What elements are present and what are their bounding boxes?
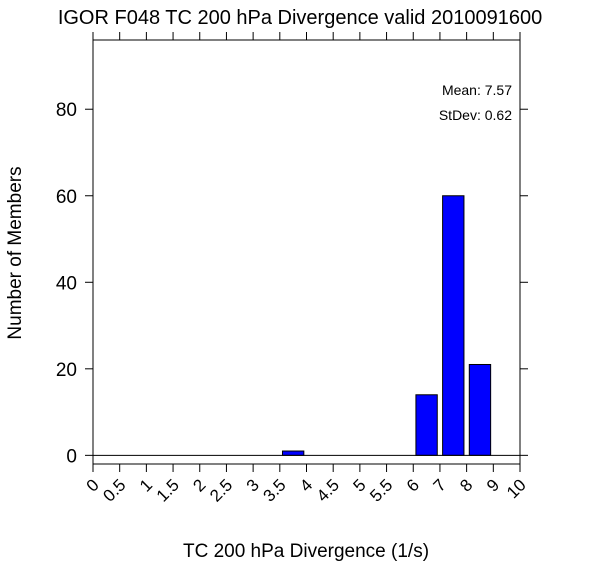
bar-series <box>93 195 520 456</box>
stdev-annotation: StDev: 0.62 <box>439 107 512 123</box>
x-tick-label: 3.5 <box>259 475 289 505</box>
x-axis-label: TC 200 hPa Divergence (1/s) <box>183 541 429 562</box>
y-tick-label: 0 <box>66 446 77 467</box>
x-tick-label: 1.5 <box>153 475 183 505</box>
y-tick-label: 60 <box>56 187 77 208</box>
x-tick-label: 8 <box>456 475 476 495</box>
y-tick-label: 20 <box>56 360 77 381</box>
x-tick-label: 7 <box>430 475 450 495</box>
histogram-bar <box>415 394 438 456</box>
chart-title: IGOR F048 TC 200 hPa Divergence valid 20… <box>58 7 542 29</box>
x-tick-label: 4.5 <box>313 475 343 505</box>
x-tick-label: 5.5 <box>366 475 396 505</box>
histogram-bar <box>281 450 305 456</box>
x-tick-label: 9 <box>483 475 503 495</box>
y-axis: 0 20 40 60 80 <box>56 100 528 467</box>
x-tick-label: 2.5 <box>206 475 236 505</box>
histogram-bar <box>468 363 492 456</box>
histogram-bar <box>442 195 465 456</box>
mean-annotation: Mean: 7.57 <box>442 82 512 98</box>
x-tick-label: 0.5 <box>99 475 129 505</box>
y-tick-label: 80 <box>56 100 77 121</box>
y-axis-label: Number of Members <box>5 166 26 339</box>
x-tick-label: 6 <box>403 475 423 495</box>
y-tick-label: 40 <box>56 273 77 294</box>
x-tick-label: 10 <box>503 475 530 502</box>
